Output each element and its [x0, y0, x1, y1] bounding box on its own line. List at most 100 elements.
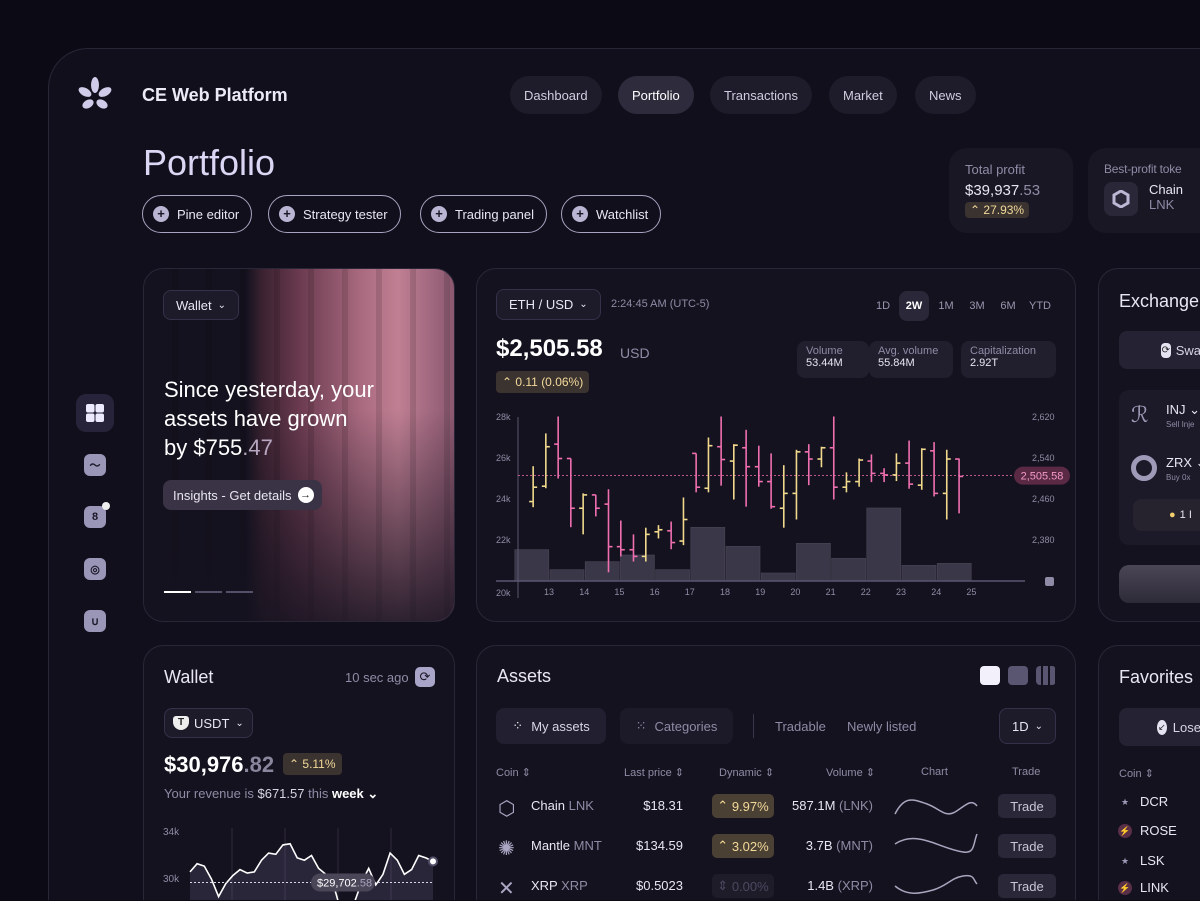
carousel-dot[interactable]	[195, 591, 222, 593]
period-dropdown[interactable]: 1D ⌄	[999, 708, 1056, 744]
chevron-down-icon: ⌄	[217, 299, 227, 311]
current-price: $2,505.58	[496, 335, 603, 362]
losers-filter-button[interactable]: ↙ Lose	[1119, 708, 1200, 746]
nav-dashboard[interactable]: Dashboard	[510, 76, 602, 114]
col-coin[interactable]: Coin ⇕	[1119, 768, 1154, 780]
trade-button[interactable]: Trade	[998, 874, 1056, 898]
buy-token-selector[interactable]: ZRX ⌄	[1166, 455, 1200, 471]
fingerprint-icon: ◎	[90, 563, 100, 576]
ticker: INJ	[1166, 402, 1186, 417]
tab-categories[interactable]: ⁙ Categories	[620, 708, 733, 744]
pine-editor-button[interactable]: + Pine editor	[142, 195, 253, 233]
metric-capitalization: Capitalization 2.92T	[961, 341, 1056, 378]
insights-button[interactable]: Insights - Get details →	[163, 480, 322, 510]
volume-value: 587.1M	[792, 798, 836, 813]
plus-icon: +	[153, 206, 169, 222]
list-view-icon[interactable]	[980, 666, 1000, 685]
metric-volume: Volume 53.44M	[797, 341, 869, 378]
change: 27.93%	[983, 203, 1025, 217]
tab-my-assets[interactable]: ⁘ My assets	[496, 708, 606, 744]
chevron-down-icon: ⌄	[1034, 720, 1044, 732]
col-dynamic[interactable]: Dynamic ⇕	[719, 767, 775, 779]
tf-1d[interactable]: 1D	[875, 300, 891, 312]
app-title: CE Web Platform	[142, 85, 288, 105]
line: assets have grown	[164, 406, 348, 431]
star-icon: ★	[1120, 855, 1130, 866]
label: Your revenue is	[164, 786, 254, 801]
col-volume[interactable]: Volume ⇕	[826, 767, 875, 779]
coin-name[interactable]: Chain LNK	[531, 798, 594, 813]
filter-tradable[interactable]: Tradable	[775, 719, 826, 734]
ticker: MNT	[573, 838, 602, 853]
nav-portfolio[interactable]: Portfolio	[618, 76, 694, 114]
chain-hexagon-icon: ⬡	[498, 798, 516, 820]
trade-button[interactable]: Trade	[998, 834, 1056, 858]
exchange-card: Exchange ⟳Swa ℛ INJ ⌄ Sell Inje ZRX ⌄ Bu…	[1098, 268, 1200, 622]
label: Total profit	[965, 162, 1025, 177]
trade-button[interactable]: Trade	[998, 794, 1056, 818]
carousel-dot[interactable]	[226, 591, 253, 593]
sidebar-item-bag[interactable]: ∪	[84, 610, 106, 632]
trading-panel-button[interactable]: + Trading panel	[420, 195, 548, 233]
filter-newly-listed[interactable]: Newly listed	[847, 719, 917, 734]
favorite-item[interactable]: ★ DCR	[1118, 794, 1168, 809]
table-view-icon[interactable]	[1008, 666, 1028, 685]
favorite-item[interactable]: ⚡ ROSE	[1118, 823, 1177, 838]
grid-view-icon[interactable]	[1036, 666, 1056, 685]
coin-name[interactable]: XRP XRP	[531, 878, 588, 893]
token-selector[interactable]: T USDT ⌄	[164, 708, 253, 738]
bolt-icon: ⚡	[1118, 823, 1132, 838]
col-last-price[interactable]: Last price ⇕	[624, 767, 684, 779]
ticker: LINK	[1140, 880, 1169, 895]
grid-icon: ⁘	[512, 718, 524, 733]
star-icon: ★	[1120, 796, 1130, 807]
coin-name[interactable]: Mantle MNT	[531, 838, 602, 853]
nav-market[interactable]: Market	[829, 76, 897, 114]
exchange-submit-button[interactable]	[1119, 565, 1200, 603]
period-selector[interactable]: week ⌄	[331, 786, 379, 801]
refresh-button[interactable]: ⟳	[415, 667, 435, 687]
last-price: $134.59	[636, 838, 683, 853]
nav-news[interactable]: News	[915, 76, 976, 114]
carousel-dot-active[interactable]	[164, 591, 191, 593]
label: Strategy tester	[303, 206, 388, 222]
favorite-item[interactable]: ★ LSK	[1118, 853, 1165, 868]
tf-1m[interactable]: 1M	[938, 300, 954, 312]
swap-button[interactable]: ⟳ Swa	[1119, 331, 1200, 369]
nav-transactions[interactable]: Transactions	[710, 76, 812, 114]
updated-time: 10 sec ago	[345, 670, 409, 685]
dynamic-badge: ⌃ 9.97%	[712, 794, 774, 818]
tf-3m[interactable]: 3M	[969, 300, 985, 312]
sidebar-item-calendar[interactable]: 8	[84, 502, 110, 528]
best-profit-token-card: Best-profit toke Chain LNK	[1088, 148, 1200, 233]
assets-card	[476, 645, 1076, 900]
wallet-dropdown[interactable]: Wallet ⌄	[163, 290, 240, 320]
ticker: ROSE	[1140, 823, 1177, 838]
sell-token-selector[interactable]: INJ ⌄	[1166, 402, 1200, 417]
pair-selector[interactable]: ETH / USD ⌄	[496, 289, 601, 320]
volume-unit: (LNK)	[839, 798, 873, 813]
price-change-badge: ⌃ 0.11 (0.06%)	[496, 371, 590, 393]
zrx-icon	[1131, 455, 1157, 481]
sidebar-item-trends[interactable]: 〜	[84, 454, 106, 476]
injective-icon: ℛ	[1131, 402, 1149, 427]
label: Categories	[654, 718, 718, 734]
favorites-card: Favorites ↙ Lose Coin ⇕	[1098, 645, 1200, 900]
tf-2w[interactable]: 2W	[899, 291, 929, 321]
sidebar-item-security[interactable]: ◎	[84, 558, 106, 580]
col-trade: Trade	[1012, 766, 1041, 778]
volume-unit: (MNT)	[836, 838, 873, 853]
tf-ytd[interactable]: YTD	[1029, 300, 1051, 312]
value: 53.44M	[806, 357, 843, 369]
watchlist-button[interactable]: + Watchlist	[561, 195, 662, 233]
tf-6m[interactable]: 6M	[1000, 300, 1016, 312]
favorite-item[interactable]: ⚡ LINK	[1118, 880, 1169, 895]
sidebar-item-dashboard[interactable]	[76, 394, 114, 432]
col-coin[interactable]: Coin ⇕	[496, 767, 531, 779]
strategy-tester-button[interactable]: + Strategy tester	[268, 195, 401, 233]
card-title: Favorites	[1119, 667, 1194, 687]
notification-dot	[102, 502, 110, 510]
logo-icon	[78, 77, 112, 109]
warning-icon: ●	[1169, 509, 1176, 521]
value: 2.92T	[970, 357, 999, 369]
